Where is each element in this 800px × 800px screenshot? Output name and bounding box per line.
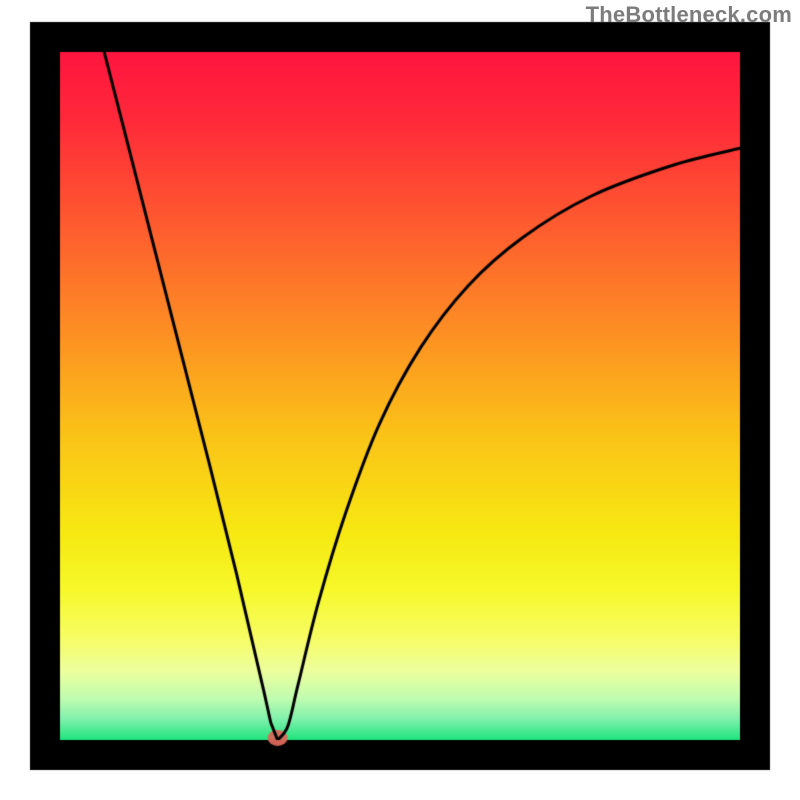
chart-container: { "canvas": { "width": 800, "height": 80…	[0, 0, 800, 800]
watermark-text: TheBottleneck.com	[586, 2, 792, 28]
bottleneck-curve-chart	[0, 0, 800, 800]
